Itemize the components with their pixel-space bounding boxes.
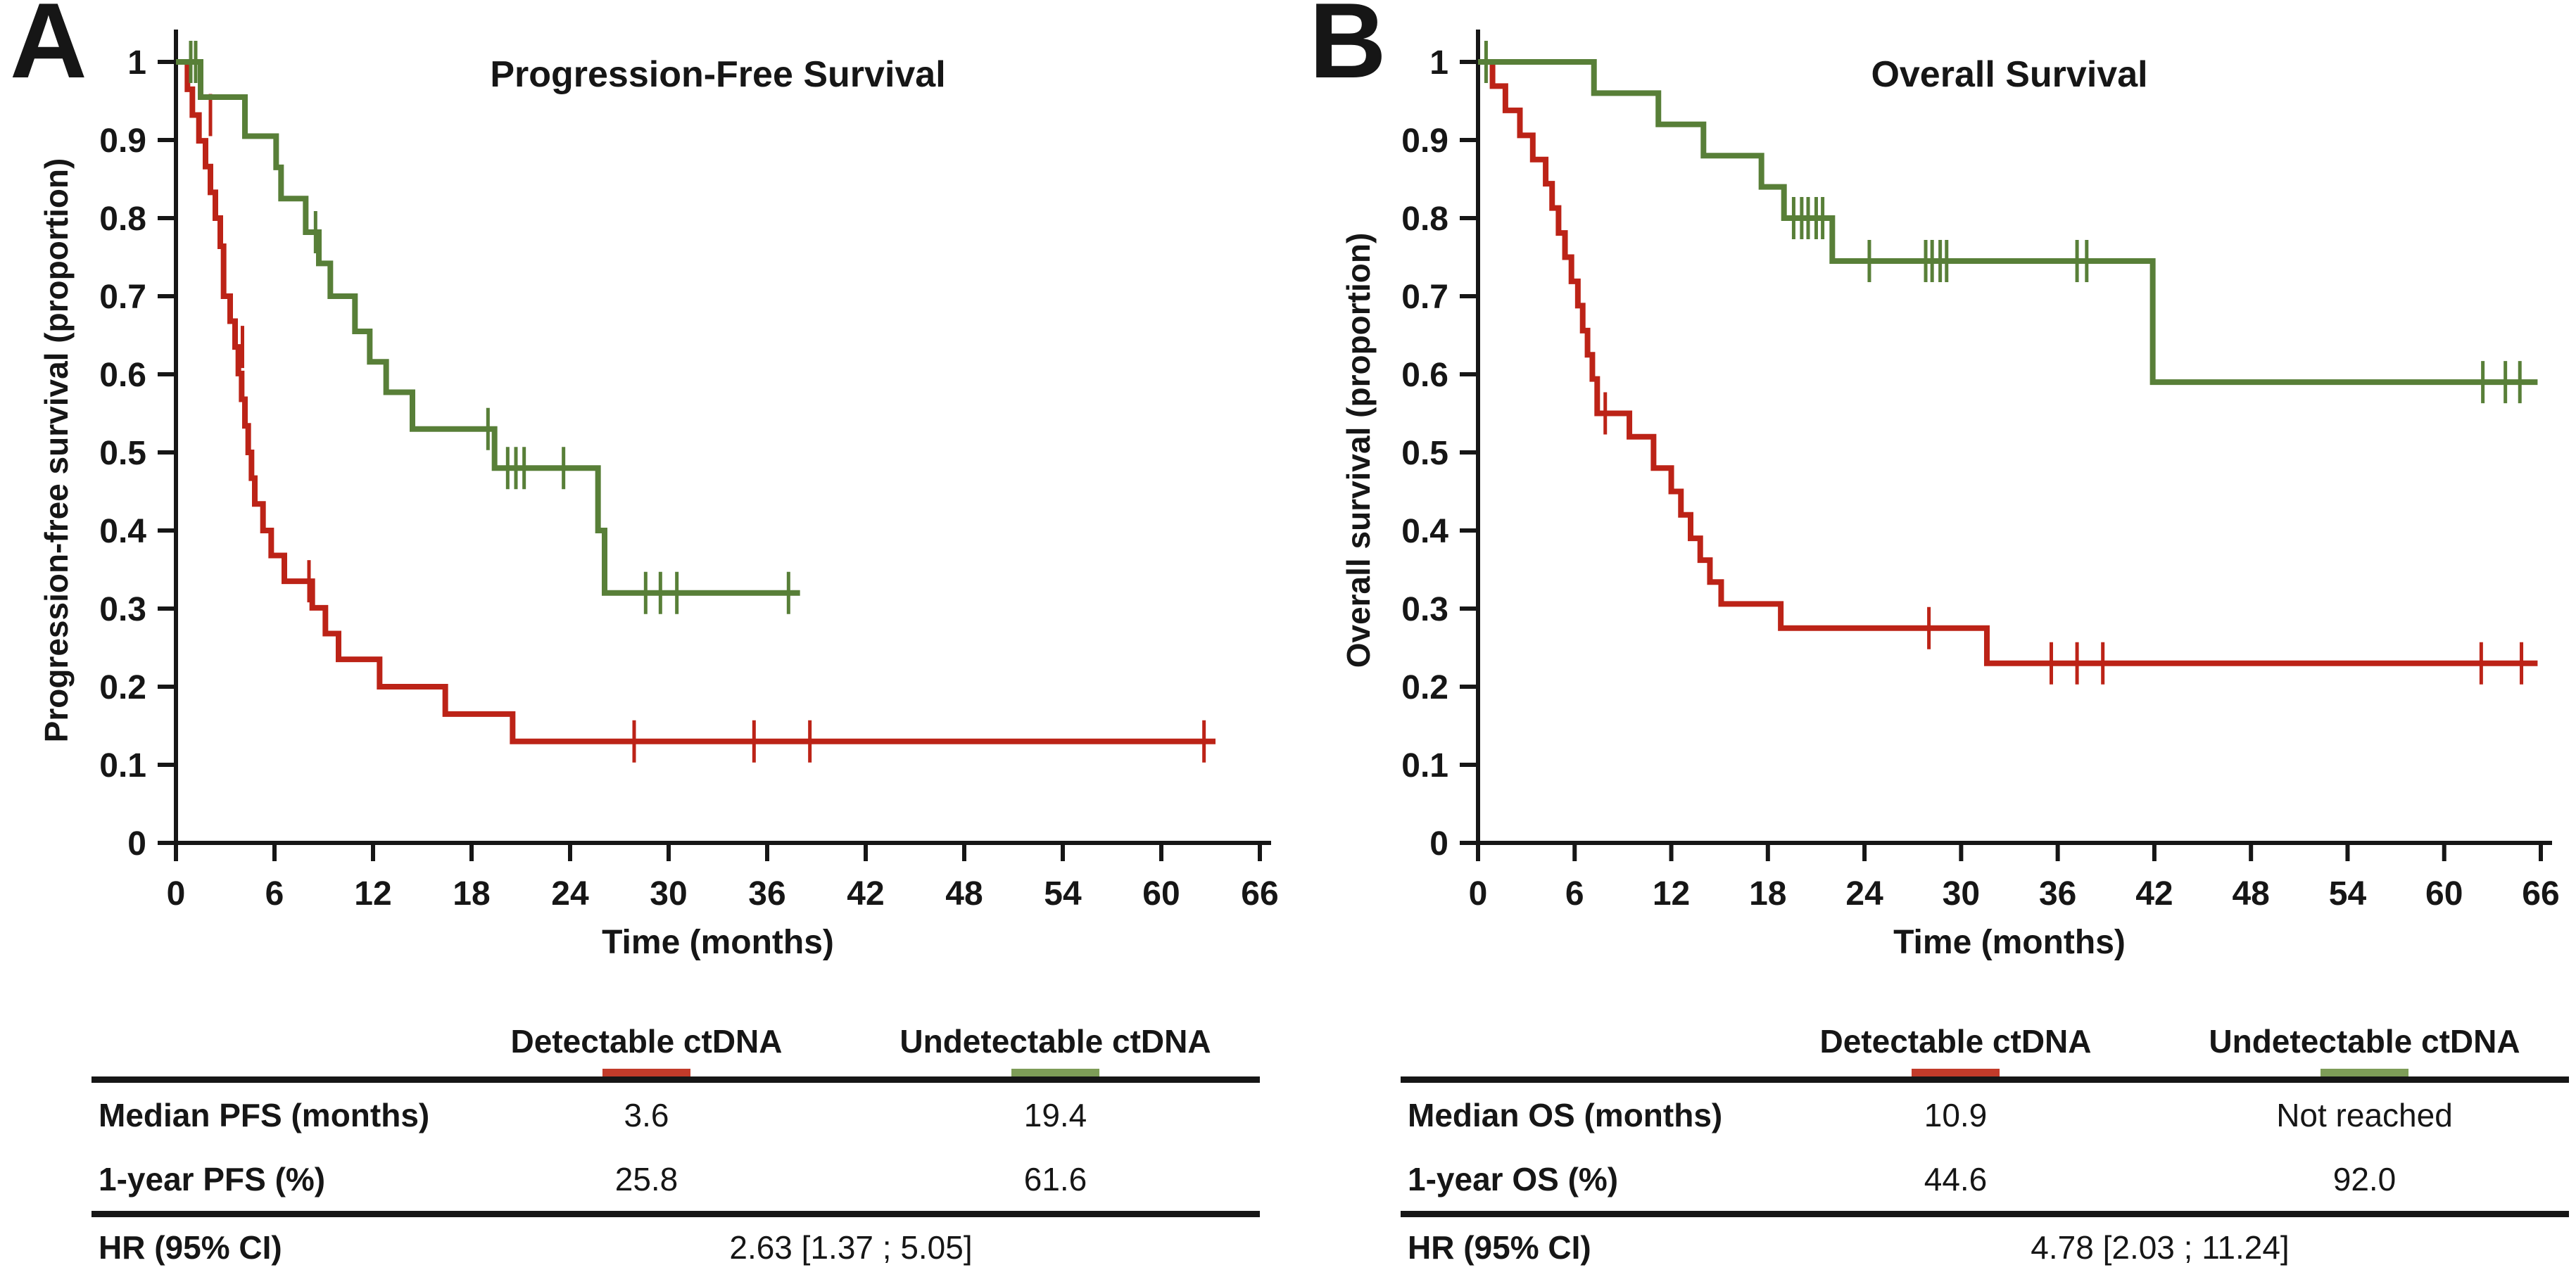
panel-letter-b: B bbox=[1309, 0, 1387, 101]
x-tick-label: 12 bbox=[354, 875, 391, 913]
table-body: Median OS (months) 10.9 Not reached 1-ye… bbox=[1401, 1076, 2569, 1217]
x-tick-label: 66 bbox=[2522, 875, 2559, 913]
y-tick-label: 1 bbox=[1429, 44, 1448, 82]
y-tick-label: 0.1 bbox=[99, 747, 146, 784]
column-header-undetectable: Undetectable ctDNA bbox=[851, 1022, 1260, 1076]
column-header-detectable: Detectable ctDNA bbox=[1751, 1022, 2160, 1076]
legend-swatch-undetectable bbox=[2321, 1069, 2408, 1076]
y-tick-label: 0.6 bbox=[99, 357, 146, 394]
x-tick-label: 42 bbox=[2135, 875, 2173, 913]
y-tick-label: 0.2 bbox=[99, 669, 146, 706]
table-row: 1-year OS (%) 44.6 92.0 bbox=[1408, 1160, 2397, 1197]
table-header-row: Detectable ctDNA Undetectable ctDNA bbox=[91, 1010, 1260, 1076]
x-tick-label: 42 bbox=[847, 875, 884, 913]
x-tick-label: 6 bbox=[1565, 875, 1584, 913]
x-tick-label: 54 bbox=[2329, 875, 2367, 913]
y-tick-label: 0 bbox=[1429, 825, 1448, 863]
x-axis-label-pfs: Time (months) bbox=[602, 924, 834, 961]
x-tick-label: 30 bbox=[650, 875, 687, 913]
x-tick-label: 66 bbox=[1241, 875, 1278, 913]
km-curve-undetectable bbox=[176, 59, 800, 596]
y-tick-label: 0 bbox=[127, 825, 146, 863]
y-tick-label: 0.9 bbox=[1401, 122, 1448, 160]
column-header-undetectable: Undetectable ctDNA bbox=[2160, 1022, 2569, 1076]
x-tick-label: 60 bbox=[2425, 875, 2463, 913]
x-tick-label: 36 bbox=[2039, 875, 2076, 913]
y-tick-label: 0.2 bbox=[1401, 669, 1448, 706]
x-tick-label: 36 bbox=[748, 875, 785, 913]
table-row: Median OS (months) 10.9 Not reached bbox=[1408, 1096, 2453, 1133]
axes bbox=[174, 30, 1271, 845]
x-tick-label: 12 bbox=[1653, 875, 1690, 913]
x-tick-label: 18 bbox=[1749, 875, 1786, 913]
y-tick-label: 0.7 bbox=[99, 279, 146, 316]
table-header-row: Detectable ctDNA Undetectable ctDNA bbox=[1401, 1010, 2569, 1076]
x-tick-label: 0 bbox=[167, 875, 186, 913]
legend-swatch-detectable bbox=[1912, 1069, 2000, 1076]
chart-title-pfs: Progression-Free Survival bbox=[490, 54, 946, 95]
y-tick-label: 0.4 bbox=[1401, 513, 1448, 550]
y-tick-label: 0.8 bbox=[99, 201, 146, 238]
chart-title-os: Overall Survival bbox=[1871, 54, 2148, 95]
x-tick-label: 24 bbox=[551, 875, 589, 913]
y-tick-label: 1 bbox=[127, 44, 146, 82]
y-tick-label: 0.5 bbox=[1401, 435, 1448, 472]
y-tick-label: 0.4 bbox=[99, 513, 146, 550]
x-tick-label: 60 bbox=[1142, 875, 1180, 913]
panel-letter-a: A bbox=[10, 0, 87, 101]
km-curve-detectable bbox=[1478, 59, 2538, 666]
x-tick-label: 30 bbox=[1943, 875, 1980, 913]
km-curve-undetectable bbox=[1478, 59, 2538, 386]
x-tick-label: 24 bbox=[1845, 875, 1883, 913]
x-tick-label: 54 bbox=[1044, 875, 1082, 913]
x-tick-label: 48 bbox=[2232, 875, 2269, 913]
y-tick-label: 0.5 bbox=[99, 435, 146, 472]
y-tick-label: 0.3 bbox=[1401, 591, 1448, 628]
x-axis-label-os: Time (months) bbox=[1893, 924, 2126, 961]
summary-table-os: Detectable ctDNA Undetectable ctDNA Medi… bbox=[1401, 1010, 2569, 1277]
panel-pfs: A Progression-Free Survival Progression-… bbox=[10, 0, 1279, 1277]
table-row: Median PFS (months) 3.6 19.4 bbox=[99, 1096, 1087, 1133]
km-curve-detectable bbox=[176, 59, 1216, 744]
y-tick-label: 0.3 bbox=[99, 591, 146, 628]
x-tick-label: 48 bbox=[945, 875, 983, 913]
legend-swatch-detectable bbox=[602, 1069, 690, 1076]
y-tick-label: 0.8 bbox=[1401, 201, 1448, 238]
hazard-ratio-row: HR (95% CI) 2.63 [1.37 ; 5.05] bbox=[99, 1229, 973, 1266]
y-tick-label: 0.1 bbox=[1401, 747, 1448, 784]
hazard-ratio-row: HR (95% CI) 4.78 [2.03 ; 11.24] bbox=[1408, 1229, 2290, 1266]
table-row: 1-year PFS (%) 25.8 61.6 bbox=[99, 1160, 1087, 1197]
km-plot-pfs: 0 6 12 18 24 30 36 42 48 54 60 66 0 0.1 0.2 0.3 0.4 0.5 0.… bbox=[99, 30, 1279, 913]
summary-table-pfs: Detectable ctDNA Undetectable ctDNA Medi… bbox=[91, 1010, 1260, 1277]
y-tick-label: 0.7 bbox=[1401, 279, 1448, 316]
column-header-detectable: Detectable ctDNA bbox=[442, 1022, 851, 1076]
km-plot-os: 0 6 12 18 24 30 36 42 48 54 60 66 0 0.1 0.2 0.3 0.4 0.5 0.… bbox=[1401, 30, 2560, 913]
table-body: Median PFS (months) 3.6 19.4 1-year PFS … bbox=[91, 1076, 1260, 1217]
y-tick-label: 0.9 bbox=[99, 122, 146, 160]
y-tick-label: 0.6 bbox=[1401, 357, 1448, 394]
x-tick-label: 18 bbox=[453, 875, 490, 913]
x-tick-label: 0 bbox=[1469, 875, 1488, 913]
legend-swatch-undetectable bbox=[1011, 1069, 1099, 1076]
x-tick-label: 6 bbox=[265, 875, 284, 913]
panel-os: B Overall Survival Overall survival (pro… bbox=[1288, 0, 2576, 1277]
